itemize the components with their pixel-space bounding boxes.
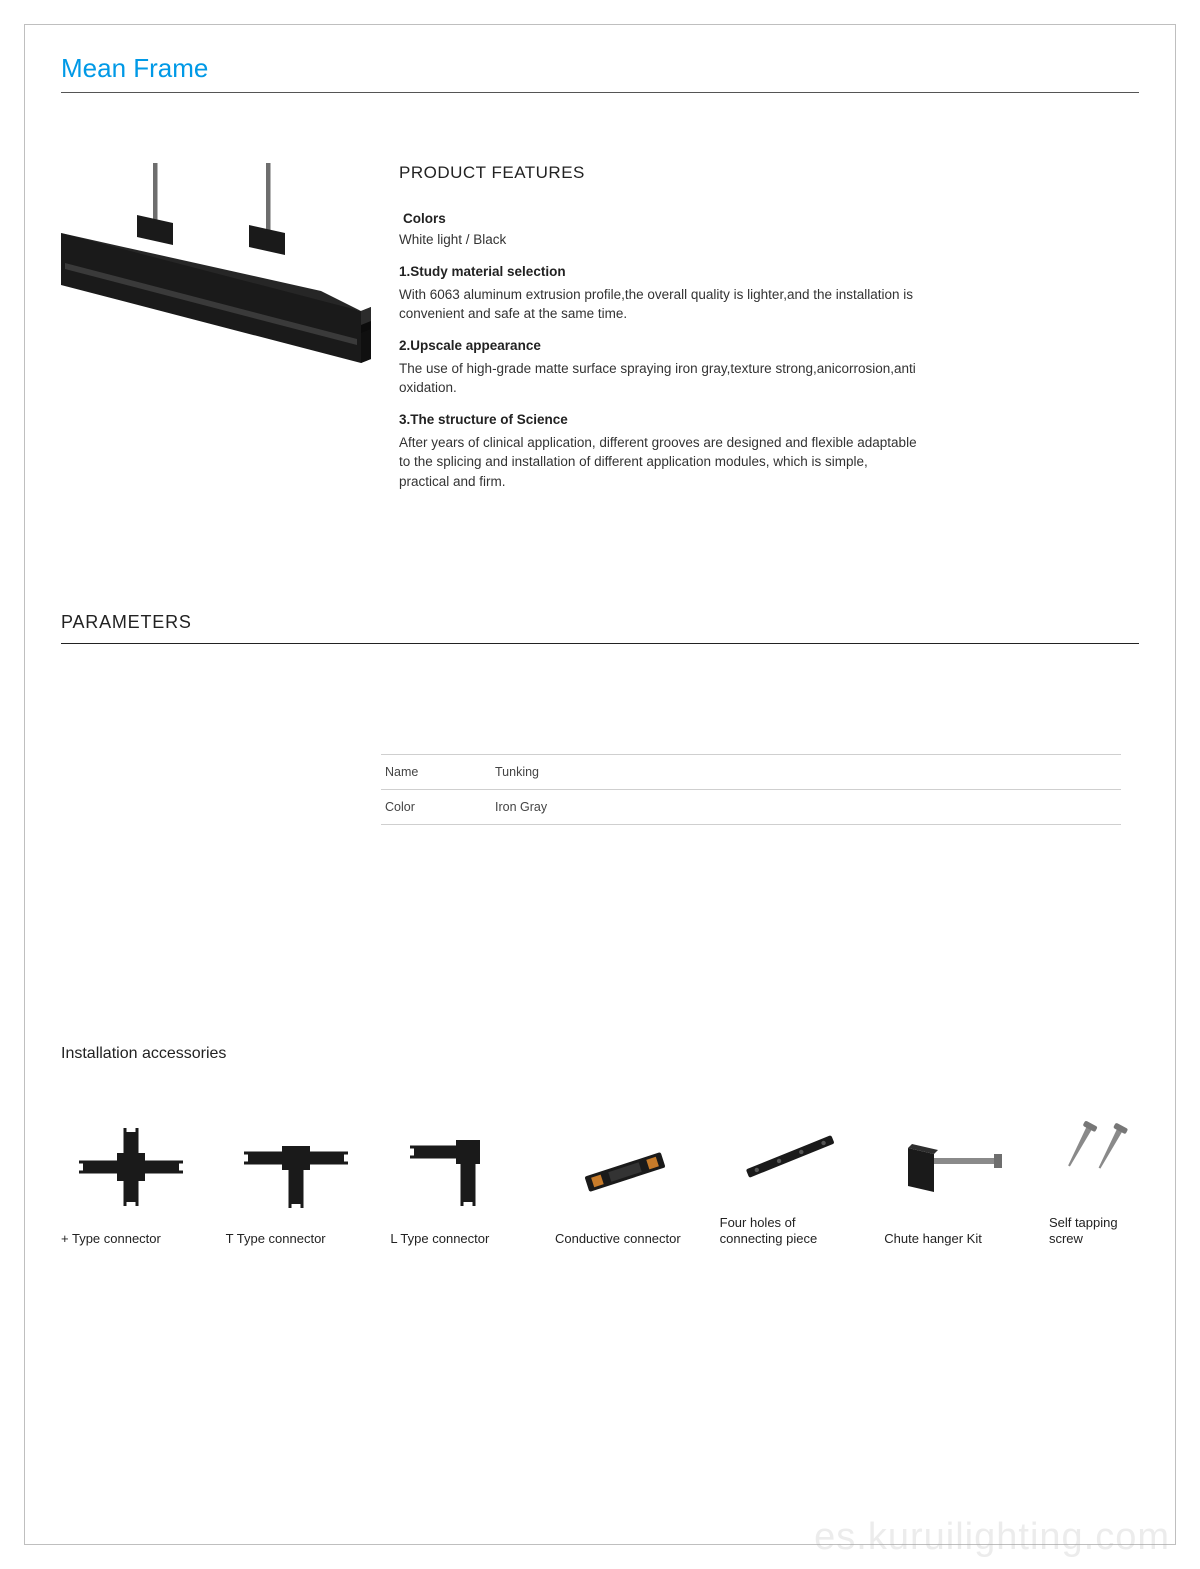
param-key: Name	[385, 765, 495, 779]
accessory-label: + Type connector	[61, 1231, 201, 1248]
feature-1-text: With 6063 aluminum extrusion profile,the…	[399, 285, 919, 324]
accessory-item: Conductive connector	[555, 1117, 695, 1248]
accessory-label: T Type connector	[226, 1231, 366, 1248]
page-title: Mean Frame	[61, 53, 1139, 84]
chute-hanger-icon	[884, 1117, 1024, 1217]
accessory-item: + Type connector	[61, 1117, 201, 1248]
accessory-label: Four holes of connecting piece	[720, 1215, 860, 1249]
accessory-item: L Type connector	[390, 1117, 530, 1248]
accessory-label: Chute hanger Kit	[884, 1231, 1024, 1248]
accessory-item: Chute hanger Kit	[884, 1117, 1024, 1248]
feature-1-label: 1.Study material selection	[399, 264, 919, 279]
colors-value: White light / Black	[399, 230, 919, 250]
product-illustration	[61, 163, 371, 383]
features-heading: PRODUCT FEATURES	[399, 163, 919, 183]
feature-3-label: 3.The structure of Science	[399, 412, 919, 427]
parameters-rule	[61, 643, 1139, 644]
table-row: Color Iron Gray	[381, 790, 1121, 825]
l-connector-icon	[390, 1117, 530, 1217]
features-column: PRODUCT FEATURES Colors White light / Bl…	[399, 163, 1139, 502]
accessory-label: Conductive connector	[555, 1231, 695, 1248]
accessory-item: Four holes of connecting piece	[720, 1101, 860, 1249]
param-value: Tunking	[495, 765, 1117, 779]
four-hole-strip-icon	[720, 1101, 860, 1201]
feature-2-text: The use of high-grade matte surface spra…	[399, 359, 919, 398]
colors-label: Colors	[403, 211, 919, 226]
param-value: Iron Gray	[495, 800, 1117, 814]
title-rule	[61, 92, 1139, 93]
parameters-table: Name Tunking Color Iron Gray	[381, 754, 1121, 825]
parameters-heading: PARAMETERS	[61, 612, 1139, 633]
feature-2-label: 2.Upscale appearance	[399, 338, 919, 353]
accessories-row: + Type connector T	[61, 1101, 1139, 1249]
page-frame: Mean Frame	[24, 24, 1176, 1545]
accessory-item: Self tapping screw	[1049, 1101, 1139, 1249]
t-connector-icon	[226, 1117, 366, 1217]
accessory-item: T Type connector	[226, 1117, 366, 1248]
table-row: Name Tunking	[381, 754, 1121, 790]
conductive-connector-icon	[555, 1117, 695, 1217]
accessory-label: L Type connector	[390, 1231, 530, 1248]
accessory-label: Self tapping screw	[1049, 1215, 1139, 1249]
self-tapping-screw-icon	[1049, 1101, 1139, 1201]
features-section: PRODUCT FEATURES Colors White light / Bl…	[61, 163, 1139, 502]
feature-3-text: After years of clinical application, dif…	[399, 433, 919, 492]
accessories-heading: Installation accessories	[61, 1045, 1139, 1063]
param-key: Color	[385, 800, 495, 814]
plus-connector-icon	[61, 1117, 201, 1217]
